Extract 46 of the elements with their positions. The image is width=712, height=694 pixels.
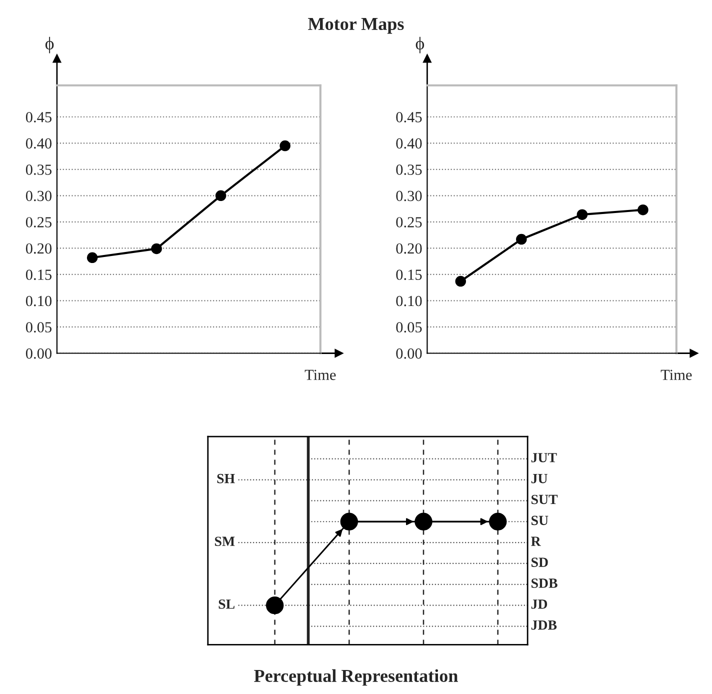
point xyxy=(215,190,226,202)
y-tick-label: 0.00 xyxy=(26,348,52,359)
y-tick-label: 0.45 xyxy=(396,112,422,122)
y-axis-title: ϕ xyxy=(45,36,54,54)
chart-title: Motor Maps xyxy=(308,18,404,34)
ref-line-label: SUT xyxy=(532,494,558,504)
ref-line-label: R xyxy=(531,536,541,546)
y-tick-label: 0.15 xyxy=(396,270,422,280)
text: SH xyxy=(217,474,235,484)
point xyxy=(151,243,162,254)
y-tick-label: 0.05 xyxy=(26,322,52,332)
ref-line-label: SDB xyxy=(532,578,558,588)
text: Perceptual Representation xyxy=(254,669,458,686)
point xyxy=(516,234,527,245)
y-tick-label: 0.25 xyxy=(396,217,422,228)
text: SM xyxy=(214,536,235,546)
y-tick-label: 0.05 xyxy=(396,322,422,332)
y-tick-label: 0.45 xyxy=(26,112,52,122)
y-tick-label: 0.20 xyxy=(396,243,422,254)
y-tick-label: 0.40 xyxy=(396,138,422,149)
y-tick-label: 0.30 xyxy=(26,190,52,202)
y-tick-label: 0.15 xyxy=(26,270,52,280)
text: SL xyxy=(218,599,234,609)
y-tick-label: 0.20 xyxy=(26,243,52,254)
ref-line-label: SD xyxy=(532,558,548,567)
ref-line-label: JU xyxy=(531,474,548,484)
y-tick-label: 0.35 xyxy=(396,164,422,175)
point xyxy=(86,252,98,264)
y-tick-label: 0.00 xyxy=(396,348,422,359)
y-axis-title: ϕ xyxy=(416,36,424,54)
ref-line-label: JUT xyxy=(531,453,557,462)
point xyxy=(455,276,466,287)
x-axis-title: Time xyxy=(304,370,336,380)
ref-line-label: SU xyxy=(532,516,548,526)
y-tick-label: 0.10 xyxy=(26,296,52,306)
y-tick-label: 0.35 xyxy=(26,164,52,175)
y-tick-label: 0.40 xyxy=(26,138,52,149)
ref-line-label: JD xyxy=(531,600,548,609)
ref-line-label: JDB xyxy=(531,620,557,630)
y-tick-label: 0.10 xyxy=(396,296,422,306)
y-tick-label: 0.25 xyxy=(26,217,52,228)
point xyxy=(638,204,648,216)
y-tick-label: 0.30 xyxy=(396,190,422,202)
point xyxy=(576,209,588,220)
x-axis-title: Time xyxy=(660,370,692,380)
point xyxy=(280,140,290,152)
